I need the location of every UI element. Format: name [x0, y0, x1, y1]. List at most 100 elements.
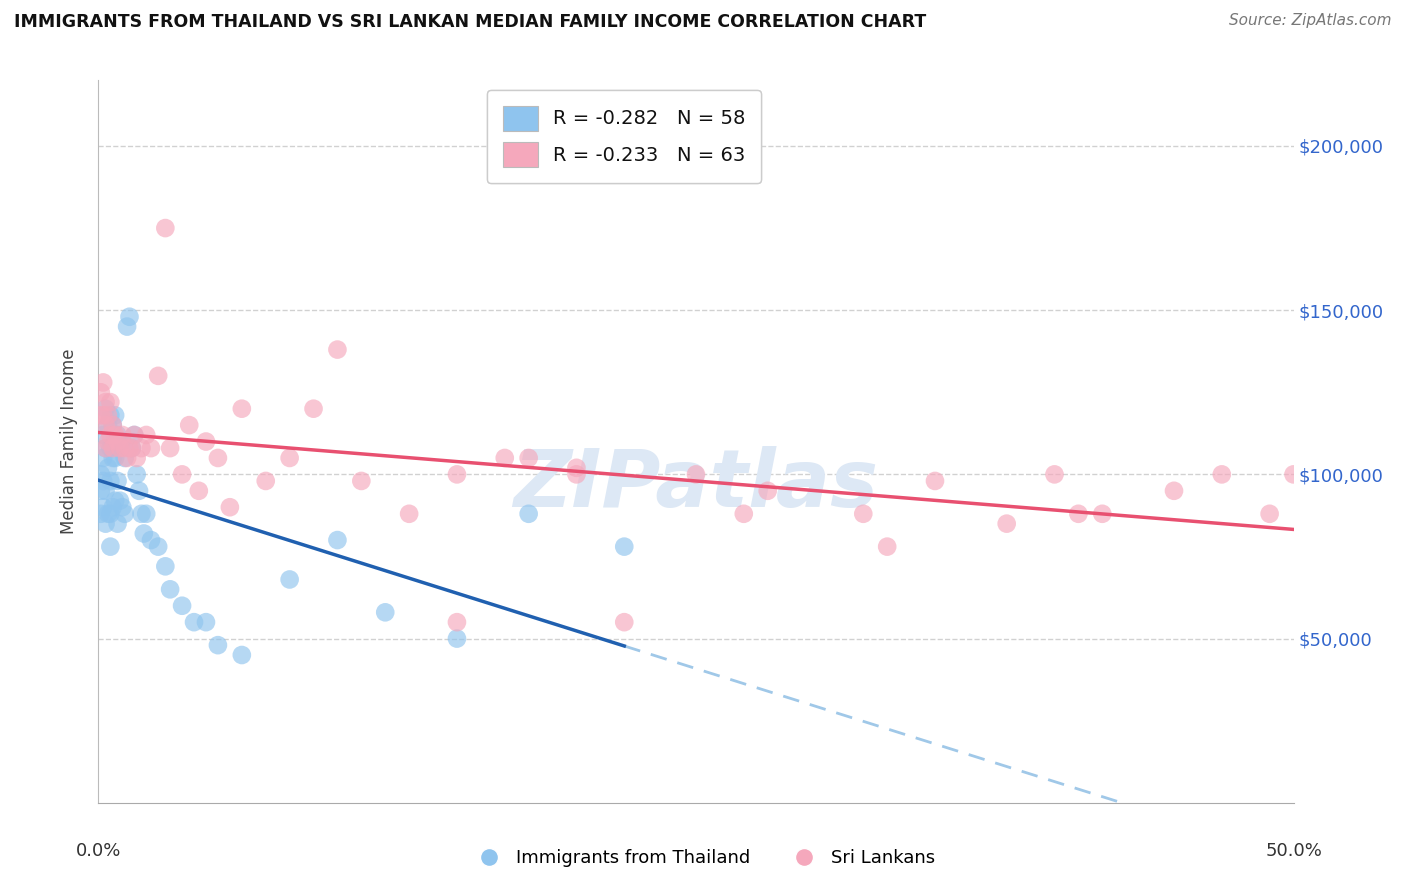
Point [91, 376, 114, 390]
Point [195, 615, 218, 630]
Point [278, 573, 301, 587]
Point [187, 483, 209, 498]
Point [97, 434, 120, 449]
Point [1091, 507, 1114, 521]
Point [278, 450, 301, 465]
Point [98, 409, 122, 423]
Point [108, 441, 131, 455]
Point [114, 450, 136, 465]
Point [124, 428, 146, 442]
Y-axis label: Median Family Income: Median Family Income [59, 349, 77, 534]
Point [115, 319, 138, 334]
Point [172, 599, 194, 613]
Legend: R = -0.282   N = 58, R = -0.233   N = 63: R = -0.282 N = 58, R = -0.233 N = 63 [488, 90, 761, 183]
Point [613, 540, 636, 554]
Point [97, 418, 120, 433]
Text: ZIPatlas: ZIPatlas [513, 446, 879, 524]
Point [350, 474, 373, 488]
Point [148, 540, 170, 554]
Point [179, 418, 201, 433]
Point [115, 450, 138, 465]
Point [374, 605, 396, 619]
Point [135, 428, 157, 442]
Point [97, 460, 120, 475]
Point [446, 632, 468, 646]
Point [94, 395, 117, 409]
Point [254, 474, 277, 488]
Point [98, 507, 122, 521]
Text: Source: ZipAtlas.com: Source: ZipAtlas.com [1229, 13, 1392, 29]
Point [494, 450, 516, 465]
Point [1163, 483, 1185, 498]
Point [111, 500, 134, 515]
Point [114, 507, 136, 521]
Point [135, 507, 157, 521]
Point [94, 441, 117, 455]
Point [101, 441, 124, 455]
Point [125, 450, 148, 465]
Point [326, 343, 349, 357]
Point [231, 401, 253, 416]
Point [107, 434, 129, 449]
Point [1282, 467, 1305, 482]
Point [101, 418, 124, 433]
Point [107, 428, 129, 442]
Point [98, 441, 122, 455]
Point [111, 434, 134, 449]
Point [155, 559, 177, 574]
Point [1211, 467, 1233, 482]
Point [114, 441, 136, 455]
Point [97, 507, 120, 521]
Point [326, 533, 349, 547]
Point [94, 483, 117, 498]
Point [195, 434, 218, 449]
Point [125, 467, 148, 482]
Point [90, 385, 112, 400]
Point [107, 516, 129, 531]
Point [111, 428, 134, 442]
Point [132, 526, 155, 541]
Point [121, 441, 143, 455]
Point [97, 409, 120, 423]
Point [90, 483, 112, 498]
Point [139, 533, 162, 547]
Point [104, 493, 127, 508]
Point [90, 507, 112, 521]
Point [90, 467, 112, 482]
Point [91, 450, 114, 465]
Point [756, 483, 779, 498]
Point [104, 409, 127, 423]
Point [108, 493, 131, 508]
Point [104, 428, 127, 442]
Point [565, 467, 588, 482]
Point [98, 428, 122, 442]
Text: IMMIGRANTS FROM THAILAND VS SRI LANKAN MEDIAN FAMILY INCOME CORRELATION CHART: IMMIGRANTS FROM THAILAND VS SRI LANKAN M… [14, 13, 927, 31]
Point [924, 474, 946, 488]
Point [446, 615, 468, 630]
Point [91, 428, 114, 442]
Point [302, 401, 325, 416]
Point [101, 450, 124, 465]
Point [104, 450, 127, 465]
Point [91, 409, 114, 423]
Text: 0.0%: 0.0% [76, 842, 121, 860]
Point [98, 474, 122, 488]
Point [1043, 467, 1066, 482]
Point [124, 428, 146, 442]
Point [94, 516, 117, 531]
Point [94, 441, 117, 455]
Point [398, 507, 420, 521]
Point [1258, 507, 1281, 521]
Point [98, 540, 122, 554]
Point [155, 221, 177, 235]
Point [101, 500, 124, 515]
Point [852, 507, 875, 521]
Point [91, 500, 114, 515]
Point [131, 441, 153, 455]
Point [101, 418, 124, 433]
Text: 50.0%: 50.0% [1265, 842, 1322, 860]
Point [159, 582, 181, 597]
Point [876, 540, 898, 554]
Point [148, 368, 170, 383]
Point [131, 507, 153, 521]
